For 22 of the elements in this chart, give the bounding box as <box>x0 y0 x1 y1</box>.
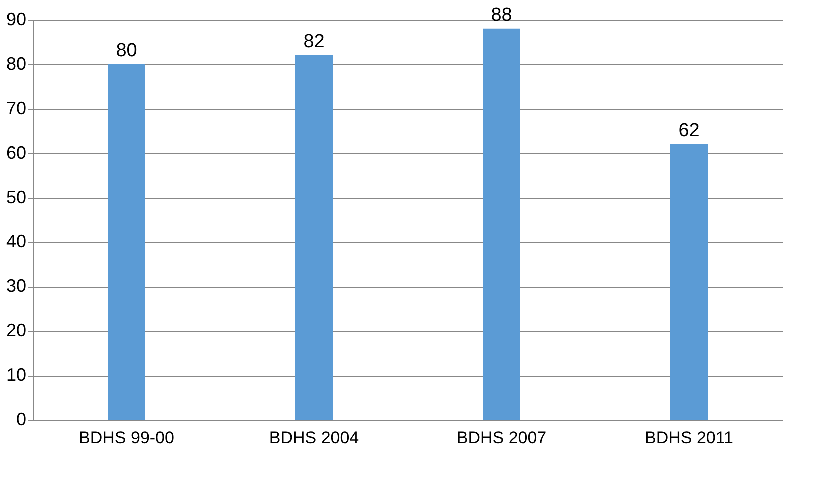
data-label: 88 <box>491 4 512 26</box>
y-tick-label: 80 <box>6 54 26 74</box>
y-tick-label: 40 <box>6 232 26 252</box>
y-tick-label: 0 <box>16 410 26 430</box>
bar <box>296 56 333 420</box>
y-tick-label: 10 <box>6 365 26 386</box>
y-tick-label: 20 <box>6 320 26 341</box>
x-tick-label: BDHS 2007 <box>456 428 547 448</box>
x-tick-label: BDHS 99-00 <box>79 428 174 448</box>
bar <box>670 144 708 420</box>
y-tick-label: 70 <box>6 98 26 118</box>
x-tick-label: BDHS 2004 <box>269 428 360 448</box>
data-label: 80 <box>116 40 138 62</box>
y-tick-label: 50 <box>6 187 26 208</box>
bar <box>483 28 520 420</box>
bar <box>108 64 146 420</box>
data-label: 82 <box>304 32 325 53</box>
data-label: 62 <box>678 120 700 142</box>
y-tick-label: 30 <box>6 276 26 296</box>
x-tick-label: BDHS 2011 <box>644 428 734 448</box>
y-tick-label: 60 <box>6 142 26 163</box>
y-tick-label: 90 <box>6 10 26 30</box>
